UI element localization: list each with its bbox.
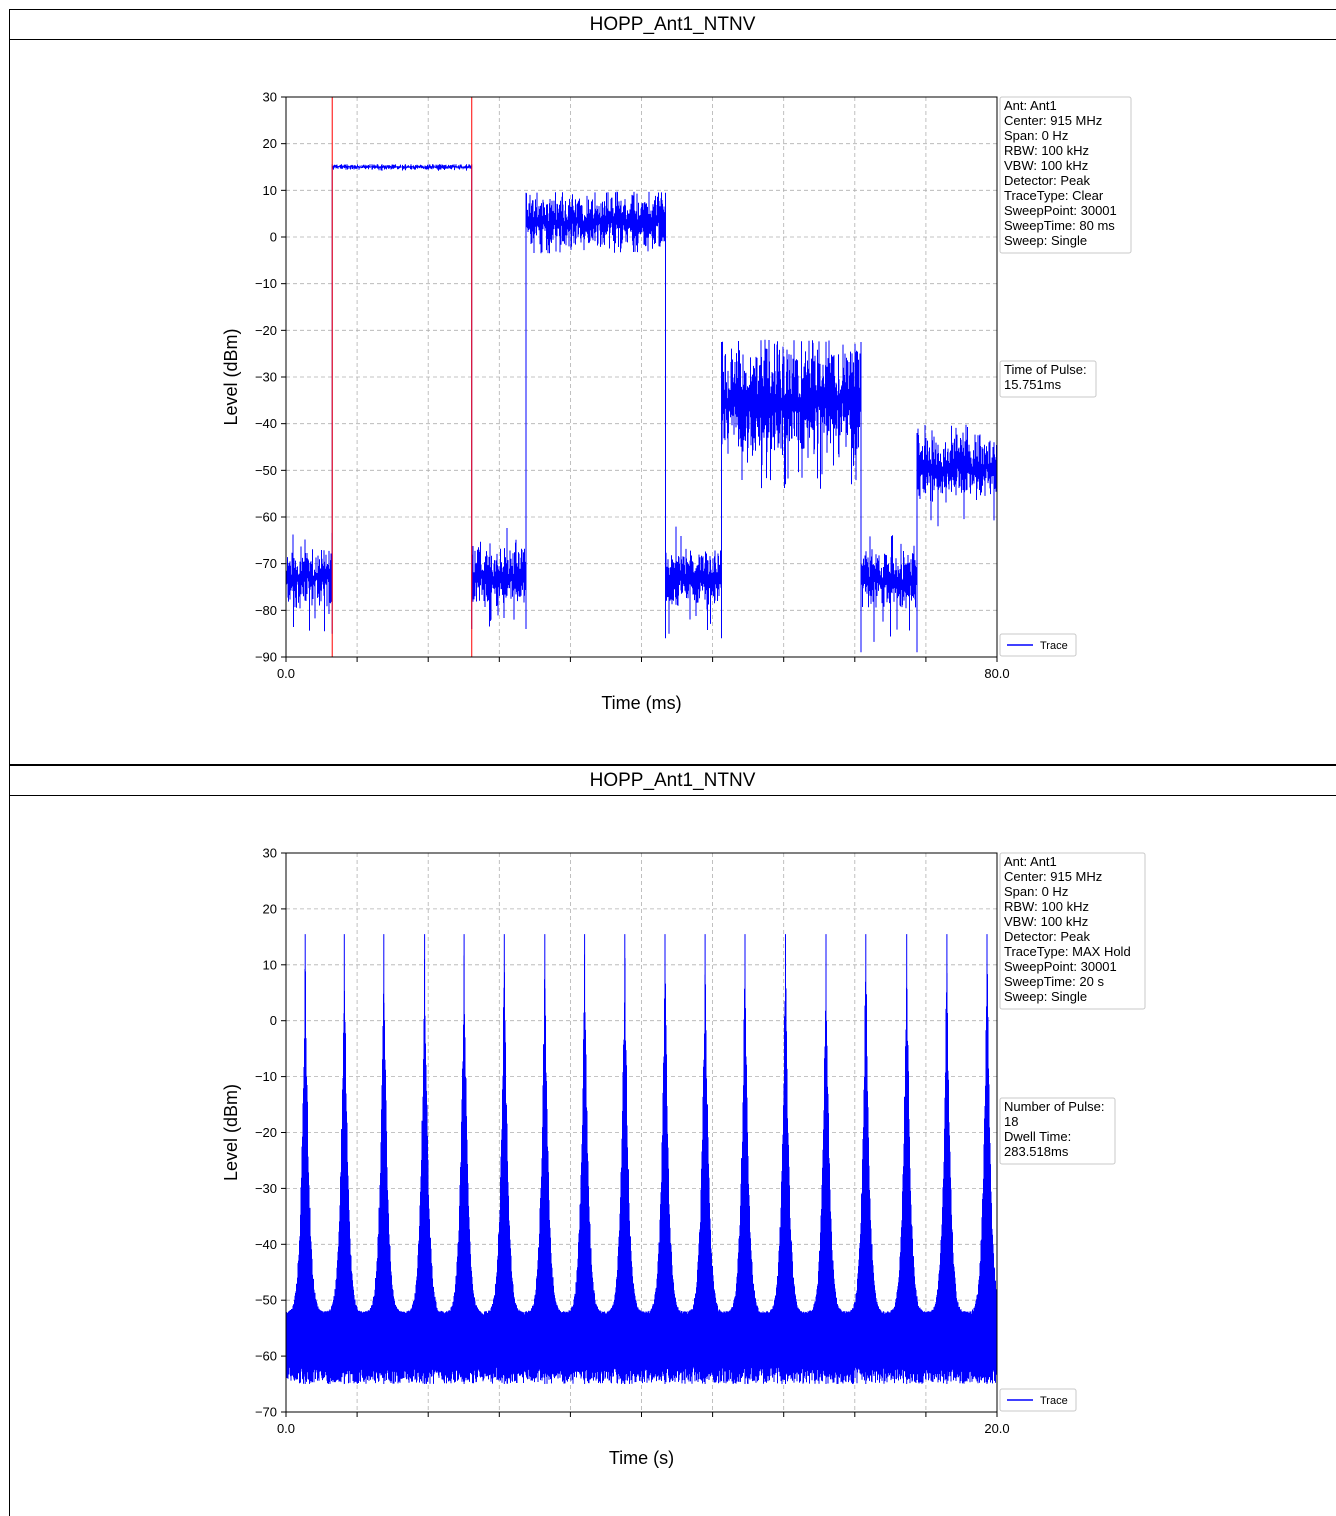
settings-line: Center: 915 MHz [1004,113,1102,128]
y-tick-label: −30 [255,1181,277,1196]
legend [999,633,1077,657]
y-tick-label: −70 [255,556,277,571]
y-tick-label: 0 [270,230,277,245]
result-line: Time of Pulse: [1004,362,1087,377]
settings-line: Ant: Ant1 [1004,98,1057,113]
settings-line: Sweep: Single [1004,989,1087,1004]
y-tick-label: −20 [255,1125,277,1140]
y-tick-label: −70 [255,1405,277,1420]
x-tick-label: 0.0 [277,1421,295,1436]
panel-title: HOPP_Ant1_NTNV [589,14,756,35]
settings-line: Detector: Peak [1004,173,1090,188]
y-tick-label: 20 [263,901,277,916]
settings-line: Span: 0 Hz [1004,128,1068,143]
title-row-divider [9,795,1336,796]
result-line: 18 [1004,1114,1018,1129]
settings-line: Sweep: Single [1004,233,1087,248]
report-table [9,9,1336,1516]
legend [999,1388,1077,1412]
settings-line: TraceType: MAX Hold [1004,944,1131,959]
settings-line: RBW: 100 kHz [1004,899,1089,914]
legend-label: Trace [1040,640,1068,652]
time-domain-chart: 30 20 10 0 −10 −20 −30 −40 −50 −60 −70 −80 −900.0 80.… [221,90,1132,713]
result-line: 283.518ms [1004,1144,1069,1159]
grid [285,96,998,658]
trace-line [286,164,997,653]
y-tick-label: −90 [255,650,277,665]
y-tick-label: −60 [255,1349,277,1364]
y-tick-label: 10 [263,957,277,972]
title-row-divider [9,39,1336,40]
result-box [999,360,1097,398]
y-tick-label: −60 [255,510,277,525]
y-axis-label: Level (dBm) [221,328,241,425]
result-line: 15.751ms [1004,377,1062,392]
legend-label: Trace [1040,1395,1068,1407]
settings-line: SweepPoint: 30001 [1004,959,1117,974]
y-tick-label: −10 [255,276,277,291]
y-axis-label: Level (dBm) [221,1084,241,1181]
y-tick-label: 10 [263,183,277,198]
settings-line: VBW: 100 kHz [1004,158,1088,173]
time-domain-chart: 30 20 10 0 −10 −20 −30 −40 −50 −60 −700.0 20.0 Time … [221,846,1146,1468]
result-line: Number of Pulse: [1004,1099,1104,1114]
y-tick-label: −10 [255,1069,277,1084]
y-tick-label: −50 [255,1293,277,1308]
trace-series [286,934,997,1384]
x-tick-label: 80.0 [984,666,1009,681]
settings-box [999,852,1146,1010]
x-axis-label: Time (ms) [601,693,681,713]
settings-line: Ant: Ant1 [1004,854,1057,869]
y-tick-label: −80 [255,603,277,618]
y-tick-label: −40 [255,1237,277,1252]
y-tick-label: −50 [255,463,277,478]
y-tick-label: 30 [263,90,277,105]
result-line: Dwell Time: [1004,1129,1071,1144]
x-tick-label: 0.0 [277,666,295,681]
panel-divider [9,764,1336,766]
result-box [999,1097,1116,1165]
settings-line: Detector: Peak [1004,929,1090,944]
settings-line: SweepTime: 20 s [1004,974,1104,989]
settings-line: TraceType: Clear [1004,188,1104,203]
y-tick-label: −30 [255,370,277,385]
x-tick-label: 20.0 [984,1421,1009,1436]
settings-box [999,96,1132,254]
y-tick-label: −40 [255,416,277,431]
settings-line: RBW: 100 kHz [1004,143,1089,158]
trace-series [286,164,997,653]
x-axis-label: Time (s) [609,1448,674,1468]
panel-title: HOPP_Ant1_NTNV [589,770,756,791]
y-tick-label: 30 [263,846,277,861]
settings-line: SweepTime: 80 ms [1004,218,1115,233]
trace-line [286,934,997,1384]
settings-line: Center: 915 MHz [1004,869,1102,884]
settings-line: Span: 0 Hz [1004,884,1068,899]
y-tick-label: −20 [255,323,277,338]
settings-line: VBW: 100 kHz [1004,914,1088,929]
settings-line: SweepPoint: 30001 [1004,203,1117,218]
y-tick-label: 20 [263,136,277,151]
y-tick-label: 0 [270,1013,277,1028]
